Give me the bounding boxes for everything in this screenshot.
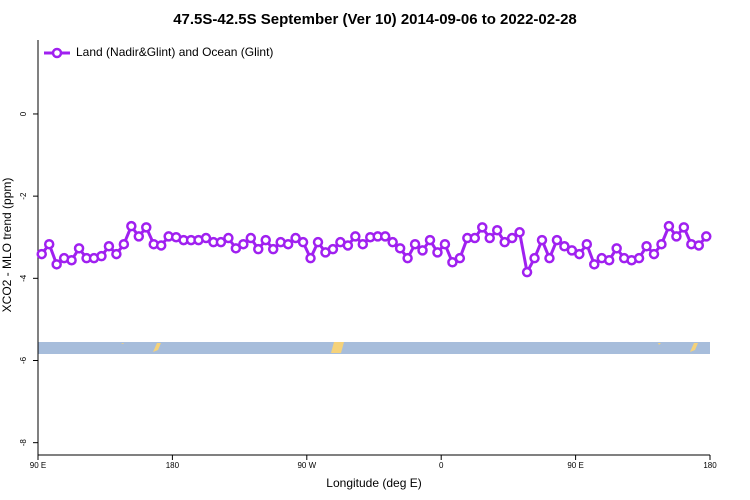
- point: [574, 248, 585, 260]
- point: [73, 243, 85, 254]
- point: [439, 238, 451, 250]
- point: [357, 238, 369, 250]
- point: [200, 232, 212, 244]
- point: [484, 232, 495, 244]
- point: [641, 241, 652, 252]
- legend-label: Land (Nadir&Glint) and Ocean (Glint): [76, 45, 273, 59]
- point: [379, 231, 391, 242]
- point: [663, 220, 675, 232]
- x-tick-label: 180: [703, 461, 717, 470]
- point: [603, 254, 615, 266]
- point: [544, 252, 555, 264]
- point: [141, 222, 152, 233]
- point: [327, 243, 339, 255]
- point: [409, 238, 421, 250]
- point: [402, 252, 413, 264]
- x-tick-label: 90 W: [297, 461, 316, 470]
- point: [678, 222, 690, 233]
- point: [126, 220, 137, 232]
- point: [350, 231, 361, 242]
- point: [521, 266, 533, 278]
- point: [432, 247, 443, 258]
- point: [394, 243, 406, 254]
- chart-title: 47.5S-42.5S September (Ver 10) 2014-09-0…: [173, 11, 577, 28]
- point: [66, 254, 77, 266]
- point: [253, 243, 264, 255]
- point: [424, 234, 436, 246]
- point: [514, 227, 525, 238]
- point: [111, 248, 122, 260]
- point: [51, 259, 62, 270]
- point: [245, 232, 257, 244]
- point: [215, 236, 227, 248]
- y-tick-label: 0: [19, 111, 28, 116]
- x-axis-label: Longitude (deg E): [326, 476, 421, 490]
- y-axis-label: XCO2 - MLO trend (ppm): [0, 178, 14, 313]
- point: [267, 243, 279, 255]
- point: [551, 234, 563, 246]
- y-tick-label: -2: [19, 192, 28, 200]
- point: [238, 238, 249, 250]
- point: [559, 241, 570, 252]
- point: [230, 243, 242, 254]
- point: [282, 238, 294, 250]
- point: [312, 236, 324, 248]
- point: [581, 238, 593, 250]
- point: [133, 231, 145, 242]
- point: [43, 238, 55, 250]
- point: [648, 248, 660, 260]
- y-tick-label: -4: [19, 274, 28, 282]
- point: [506, 232, 518, 244]
- point: [469, 232, 481, 244]
- point: [656, 238, 667, 250]
- point: [536, 234, 548, 246]
- point: [305, 252, 316, 264]
- point: [96, 250, 107, 262]
- point: [499, 236, 510, 248]
- y-tick-label: -8: [19, 439, 28, 447]
- band: [38, 342, 710, 354]
- point: [290, 232, 301, 244]
- point: [387, 236, 398, 248]
- point: [611, 243, 622, 254]
- point: [155, 240, 167, 251]
- point: [529, 252, 540, 264]
- legend-marker: [51, 47, 63, 59]
- x-tick-label: 90 E: [30, 461, 46, 470]
- point: [417, 245, 428, 256]
- x-tick-label: 180: [166, 461, 180, 470]
- point: [342, 240, 354, 251]
- point: [36, 248, 47, 260]
- x-tick-label: 0: [439, 461, 444, 470]
- point: [454, 252, 466, 264]
- point: [447, 257, 458, 268]
- point: [701, 231, 712, 242]
- point: [491, 224, 503, 236]
- point: [633, 252, 645, 264]
- point: [297, 236, 309, 248]
- y-tick-label: -6: [19, 356, 28, 364]
- surface-band: [38, 342, 710, 354]
- point: [260, 234, 271, 246]
- point: [103, 241, 115, 252]
- point: [693, 240, 705, 251]
- point: [671, 231, 682, 242]
- x-tick-label: 90 E: [567, 461, 583, 470]
- point: [589, 259, 600, 270]
- point: [477, 222, 488, 233]
- point: [118, 238, 130, 250]
- point: [223, 232, 234, 244]
